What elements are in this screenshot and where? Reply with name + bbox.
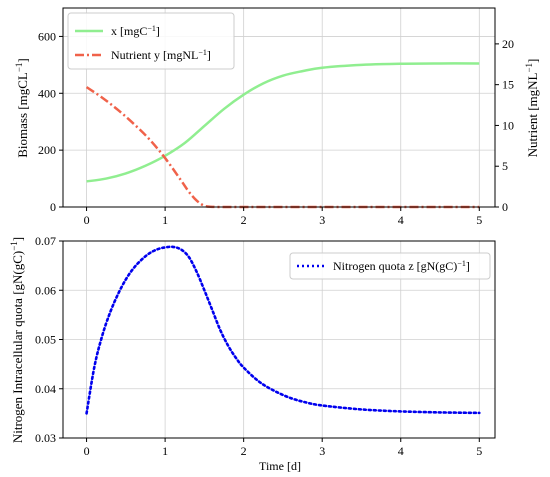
biomass-nutrient-panel: 0 1 2 3 4 5 0 200 400 600 0 5 10 15 20 Biomass [mgCL… — [14, 7, 540, 227]
top-y-axis-label: Biomass [mgCL−1] — [14, 58, 30, 158]
bottom-x-axis-label: Time [d] — [259, 459, 301, 473]
x-tick-label: 1 — [162, 444, 168, 458]
y-tick-label: 0.07 — [35, 234, 56, 248]
top-legend-box — [67, 12, 235, 70]
right-y-tick-label: 20 — [502, 37, 514, 51]
y-tick-label: 0.05 — [35, 333, 56, 347]
series-line-0-0 — [86, 62, 480, 183]
y-tick-label: 600 — [38, 29, 56, 43]
x-tick-label: 4 — [398, 213, 404, 227]
x-tick-label: 1 — [162, 213, 168, 227]
bottom-y-axis-label: Nitrogen Intracellular quota [gN(gC)−1] — [9, 237, 25, 443]
bottom-legend-box — [289, 252, 491, 280]
top-legend: x [mgC−1] Nutrient y [mgNL−1] — [67, 12, 235, 70]
y-tick-label: 200 — [38, 143, 56, 157]
bottom-series — [85, 245, 481, 415]
x-tick-label: 2 — [241, 444, 247, 458]
nitrogen-quota-panel: 0 1 2 3 4 5 0.03 0.04 0.05 0.06 0.07 Time [d] Nit… — [9, 234, 496, 473]
legend-label-quota: Nitrogen quota z [gN(gC)−1] — [333, 259, 470, 274]
x-tick-label: 5 — [476, 213, 482, 227]
bottom-x-ticks: 0 1 2 3 4 5 — [84, 438, 482, 458]
top-y-ticks: 0 200 400 600 — [38, 29, 63, 214]
top-series — [85, 62, 480, 209]
legend-label-biomass: x [mgC−1] — [111, 24, 160, 39]
y-tick-label: 0 — [50, 200, 56, 214]
top-plot-frame — [62, 7, 496, 208]
x-tick-label: 3 — [319, 444, 325, 458]
series-line-0-1 — [85, 86, 480, 209]
bottom-legend: Nitrogen quota z [gN(gC)−1] — [289, 252, 491, 280]
x-tick-label: 2 — [241, 213, 247, 227]
x-tick-label: 0 — [84, 213, 90, 227]
y-tick-label: 0.03 — [35, 431, 56, 445]
x-tick-label: 4 — [398, 444, 404, 458]
y-tick-label: 400 — [38, 86, 56, 100]
top-right-y-axis-label: Nutrient [mgNL−1] — [524, 59, 540, 158]
legend-label-nutrient: Nutrient y [mgNL−1] — [111, 48, 211, 63]
x-tick-label: 0 — [84, 444, 90, 458]
right-y-tick-label: 5 — [502, 159, 508, 173]
top-x-ticks: 0 1 2 3 4 5 — [84, 207, 482, 227]
top-right-y-ticks: 0 5 10 15 20 — [495, 37, 514, 214]
x-tick-label: 5 — [476, 444, 482, 458]
x-tick-label: 3 — [319, 213, 325, 227]
right-y-tick-label: 15 — [502, 78, 514, 92]
bottom-y-ticks: 0.03 0.04 0.05 0.06 0.07 — [35, 234, 63, 445]
right-y-tick-label: 10 — [502, 118, 514, 132]
right-y-tick-label: 0 — [502, 200, 508, 214]
series-line-1-0 — [85, 245, 481, 415]
y-tick-label: 0.06 — [35, 283, 56, 297]
y-tick-label: 0.04 — [35, 382, 56, 396]
